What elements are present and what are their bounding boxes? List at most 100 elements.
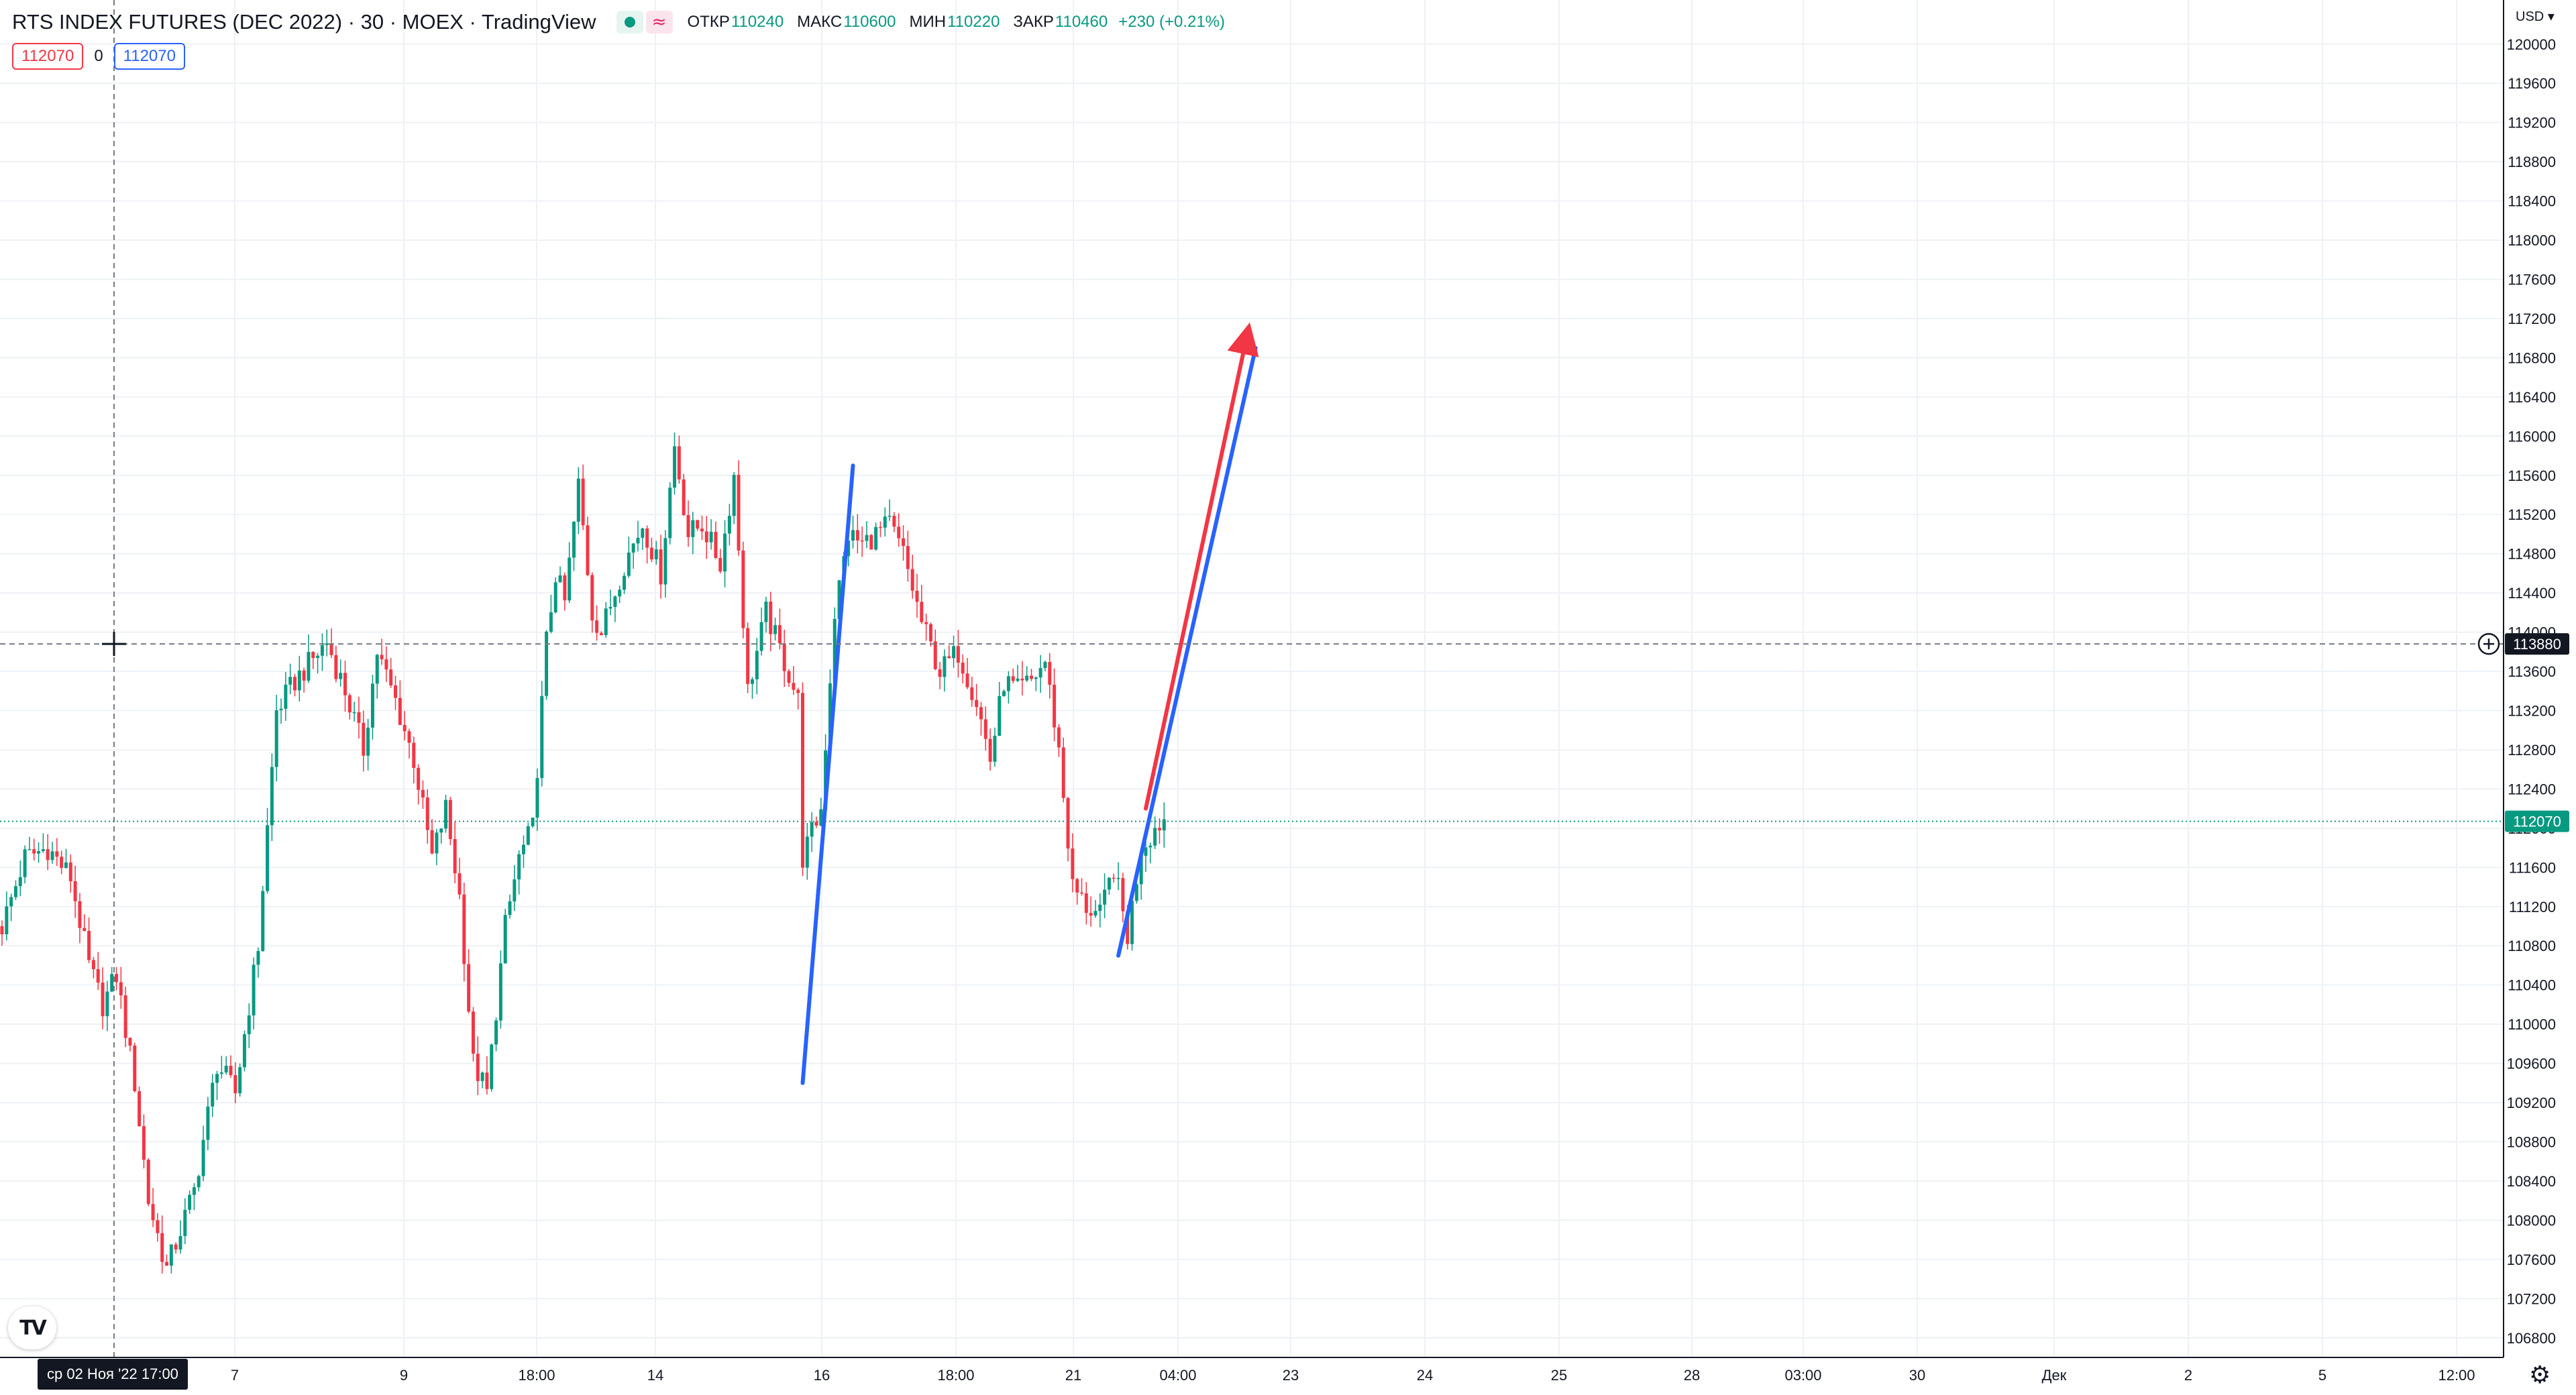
candle-body — [613, 596, 617, 608]
spread-value: 0 — [94, 47, 103, 65]
candle-body — [618, 590, 622, 597]
candle-body — [128, 1038, 132, 1046]
candle-body — [347, 695, 352, 713]
candle-body — [568, 557, 572, 601]
candle-body — [855, 530, 859, 541]
candle-body — [490, 1044, 494, 1089]
candle-body — [1034, 677, 1038, 679]
price-axis[interactable]: 106800 107200 107600 108000 108400 108800 1092… — [2477, 0, 2576, 1395]
candle-body — [878, 526, 882, 528]
candle-body — [586, 525, 590, 575]
candle-body — [115, 974, 118, 983]
candle-body — [563, 575, 567, 601]
low-value: 110220 — [947, 13, 1000, 31]
candle-body — [641, 528, 645, 538]
candle-body — [902, 538, 906, 547]
candle-body — [558, 575, 562, 583]
sell-button[interactable]: 112070 — [12, 43, 84, 70]
high-label: МАКС — [797, 13, 843, 31]
time-axis-bg — [0, 1357, 2576, 1395]
wave-icon[interactable]: ≈ — [645, 11, 673, 34]
candle-body — [292, 677, 297, 691]
candle-body — [682, 479, 686, 515]
candle-body — [370, 683, 374, 728]
candle-body — [888, 516, 892, 517]
candle-body — [476, 1054, 480, 1081]
candle-body — [389, 669, 393, 685]
trend-line-blue[interactable] — [800, 463, 855, 1085]
time-tick-label: 03:00 — [1784, 1367, 1821, 1384]
candle-body — [494, 1020, 498, 1045]
candle-body — [5, 906, 9, 935]
candle-body — [549, 612, 553, 632]
trend-lines[interactable] — [800, 322, 1259, 1085]
candle-body — [814, 822, 818, 826]
candle-body — [773, 625, 777, 634]
candle-body — [513, 879, 517, 901]
candle-body — [1107, 877, 1111, 890]
candle-body — [796, 689, 800, 693]
price-tick-label: 106800 — [2507, 1330, 2556, 1347]
price-tick-label: 110800 — [2508, 938, 2556, 954]
candle-body — [727, 516, 731, 534]
price-axis-bg — [2504, 0, 2576, 1395]
candle-body — [961, 663, 965, 674]
price-tick-label: 109600 — [2507, 1056, 2556, 1072]
candle-body — [83, 928, 87, 932]
buy-button[interactable]: 112070 — [113, 43, 185, 70]
candle-body — [261, 891, 265, 952]
candle-body — [1043, 661, 1047, 669]
time-tick-label: 24 — [1417, 1367, 1433, 1384]
candle-body — [417, 767, 421, 790]
candle-body — [1157, 828, 1161, 831]
candle-body — [421, 789, 425, 798]
candle-body — [471, 1011, 475, 1054]
currency-selector[interactable]: USD ▾ — [2516, 9, 2555, 24]
open-label: ОТКР — [687, 13, 730, 31]
candle-body — [654, 549, 658, 559]
price-tick-label: 112400 — [2508, 781, 2556, 797]
candle-body — [425, 797, 429, 830]
candle-body — [50, 851, 54, 860]
candle-body — [1006, 676, 1010, 691]
time-axis[interactable]: 7 9 18:00 14 16 18:00 21 04:00 23 24 25 28 03:00 30 Де… — [0, 1357, 2576, 1395]
candle-body — [595, 620, 599, 633]
candle-body — [206, 1106, 210, 1140]
symbol-title[interactable]: RTS INDEX FUTURES (DEC 2022) · 30 · MOEX… — [12, 10, 596, 34]
last-price-tag — [2505, 810, 2569, 832]
tradingview-logo-icon[interactable]: TV — [8, 1306, 56, 1349]
time-tick-label: 9 — [400, 1367, 408, 1384]
candle-body — [1089, 913, 1093, 916]
candle-body — [819, 809, 823, 826]
candle-body — [151, 1204, 155, 1221]
candle-body — [759, 622, 763, 651]
trend-line-blue[interactable] — [1116, 345, 1258, 958]
candle-body — [142, 1126, 146, 1160]
trend-line-red[interactable] — [1144, 322, 1259, 811]
price-tick-label: 115600 — [2508, 467, 2556, 484]
close-value: 110460 — [1055, 13, 1108, 31]
time-tick-label: 16 — [814, 1367, 830, 1384]
candle-body — [696, 520, 700, 529]
settings-gear-icon[interactable]: ⚙ — [2529, 1361, 2551, 1389]
candle-body — [947, 656, 951, 659]
time-tick-label: 23 — [1283, 1367, 1299, 1384]
price-tick-label: 113600 — [2508, 663, 2556, 680]
candle-body — [467, 964, 471, 1012]
candle-body — [1134, 884, 1138, 901]
candle-body — [498, 963, 502, 1021]
price-tick-label: 107600 — [2507, 1251, 2556, 1268]
candle-body — [32, 849, 36, 854]
candle-body — [238, 1067, 242, 1094]
candle-body — [188, 1194, 192, 1210]
quote-boxes: 112070 0 112070 — [12, 43, 185, 70]
candle-body — [402, 724, 407, 732]
candle-body — [718, 557, 722, 572]
price-tick-label: 110000 — [2508, 1016, 2556, 1033]
market-status-icon[interactable] — [616, 11, 643, 34]
candle-body — [920, 602, 924, 622]
price-tick-label: 118800 — [2508, 154, 2556, 170]
candle-body — [764, 601, 768, 622]
time-tick-label: 18:00 — [518, 1367, 555, 1384]
